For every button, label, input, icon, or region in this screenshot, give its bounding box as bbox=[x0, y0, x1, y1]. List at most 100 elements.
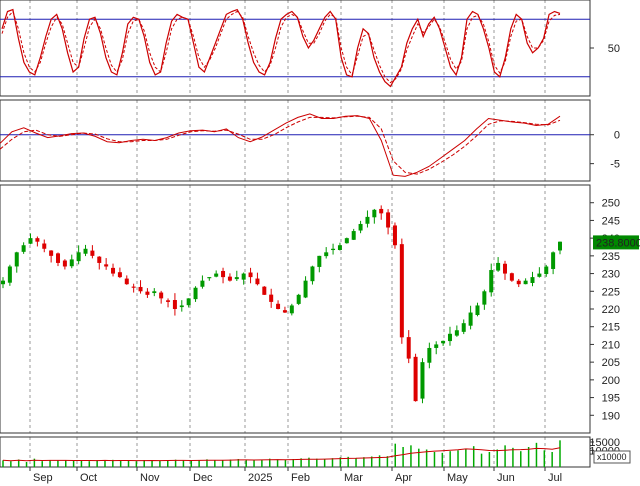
candle-body bbox=[454, 330, 459, 336]
month-label: Apr bbox=[395, 472, 412, 484]
candle-body bbox=[537, 273, 542, 277]
month-label: Jul bbox=[548, 472, 562, 484]
macd-tick-label: -5 bbox=[610, 159, 620, 171]
candle-body bbox=[248, 272, 253, 278]
candle-body bbox=[427, 347, 432, 363]
candle-body bbox=[97, 256, 102, 263]
price-tick-label: 235 bbox=[602, 251, 620, 263]
panel-frame-vol bbox=[0, 436, 591, 468]
candle-body bbox=[179, 305, 184, 308]
candle-body bbox=[337, 245, 342, 251]
candle-body bbox=[227, 276, 232, 281]
volume-unit-box-frame bbox=[593, 450, 631, 464]
candle-body bbox=[214, 273, 219, 277]
macd-panel bbox=[0, 113, 590, 177]
panel-frame-price bbox=[0, 184, 591, 434]
candle-body bbox=[413, 356, 418, 402]
candle-body bbox=[289, 305, 294, 314]
month-label: Feb bbox=[291, 472, 310, 484]
candle-body bbox=[461, 323, 466, 332]
price-tick-label: 220 bbox=[602, 304, 620, 316]
volume-unit-label: x10000 bbox=[597, 452, 627, 462]
stochastic-tick-label: 50 bbox=[608, 43, 620, 55]
candle-body bbox=[502, 263, 507, 274]
candle-body bbox=[310, 266, 315, 282]
candle-body bbox=[21, 245, 26, 252]
macd-signal-line bbox=[0, 115, 561, 175]
candle-body bbox=[131, 286, 136, 288]
candle-body bbox=[124, 278, 129, 285]
candle-body bbox=[468, 312, 473, 326]
candle-body bbox=[138, 286, 143, 292]
candle-body bbox=[145, 291, 150, 295]
candle-body bbox=[234, 277, 239, 280]
candle-body bbox=[90, 250, 95, 256]
panel-frame-macd bbox=[0, 99, 591, 182]
candle-body bbox=[117, 272, 122, 278]
volume-tick-label: 15000 bbox=[589, 437, 620, 449]
price-tick-label: 250 bbox=[602, 198, 620, 210]
candle-body bbox=[523, 280, 528, 285]
stochastic-k-line bbox=[1, 8, 561, 88]
month-label: Mar bbox=[344, 472, 363, 484]
candle-body bbox=[186, 298, 191, 306]
axis-layer: 500-519019520020521021522022523023524024… bbox=[29, 43, 620, 484]
last-price-value: 238.8000 bbox=[596, 237, 640, 249]
candle-body bbox=[509, 273, 514, 281]
candle-body bbox=[262, 286, 267, 295]
price-panel bbox=[1, 205, 562, 404]
candle-body bbox=[35, 238, 40, 242]
macd-tick-label: 0 bbox=[614, 130, 620, 142]
candle-body bbox=[159, 292, 164, 299]
candle-body bbox=[49, 250, 54, 256]
month-label: Nov bbox=[140, 472, 160, 484]
candle-body bbox=[406, 337, 411, 359]
candle-body bbox=[447, 333, 452, 342]
candle-body bbox=[14, 252, 19, 267]
price-tick-label: 200 bbox=[602, 375, 620, 387]
price-tick-label: 225 bbox=[602, 286, 620, 298]
candle-body bbox=[392, 225, 397, 246]
month-label: Oct bbox=[80, 472, 97, 484]
candle-body bbox=[317, 255, 322, 267]
stochastic-d-line bbox=[1, 10, 561, 84]
last-price-tag-bg bbox=[593, 235, 639, 250]
month-label: Jun bbox=[497, 472, 515, 484]
candle-body bbox=[207, 277, 212, 279]
candle-body bbox=[420, 362, 425, 399]
candle-body bbox=[200, 280, 205, 287]
candle-body bbox=[489, 270, 494, 293]
candle-body bbox=[104, 264, 109, 267]
candle-body bbox=[152, 291, 157, 294]
candle-body bbox=[1, 280, 5, 285]
candle-body bbox=[62, 260, 67, 267]
candle-body bbox=[372, 209, 377, 218]
stochastic-panel bbox=[0, 8, 590, 88]
candle-body bbox=[331, 248, 336, 251]
candle-body bbox=[269, 294, 274, 302]
candle-body bbox=[276, 303, 281, 309]
grid-layer bbox=[29, 0, 546, 467]
price-tick-label: 245 bbox=[602, 215, 620, 227]
candle-body bbox=[303, 280, 308, 298]
candle-body bbox=[221, 270, 226, 278]
candle-body bbox=[344, 238, 349, 244]
candle-body bbox=[434, 344, 439, 348]
month-label: 2025 bbox=[248, 472, 272, 484]
candle-body bbox=[386, 212, 391, 228]
price-tick-label: 195 bbox=[602, 393, 620, 405]
volume-ma-line bbox=[2, 447, 561, 462]
price-tick-label: 210 bbox=[602, 339, 620, 351]
candle-body bbox=[365, 216, 370, 224]
candle-body bbox=[324, 252, 329, 257]
label-layer: 238.8000 x10000 bbox=[593, 235, 640, 464]
month-label: Sep bbox=[33, 472, 53, 484]
volume-panel bbox=[2, 440, 561, 467]
candle-body bbox=[496, 262, 501, 271]
candle-body bbox=[255, 278, 260, 285]
candle-body bbox=[379, 208, 384, 214]
volume-unit-box: x10000 bbox=[593, 450, 631, 464]
last-price-tag: 238.8000 bbox=[593, 235, 640, 250]
candle-body bbox=[172, 300, 177, 309]
